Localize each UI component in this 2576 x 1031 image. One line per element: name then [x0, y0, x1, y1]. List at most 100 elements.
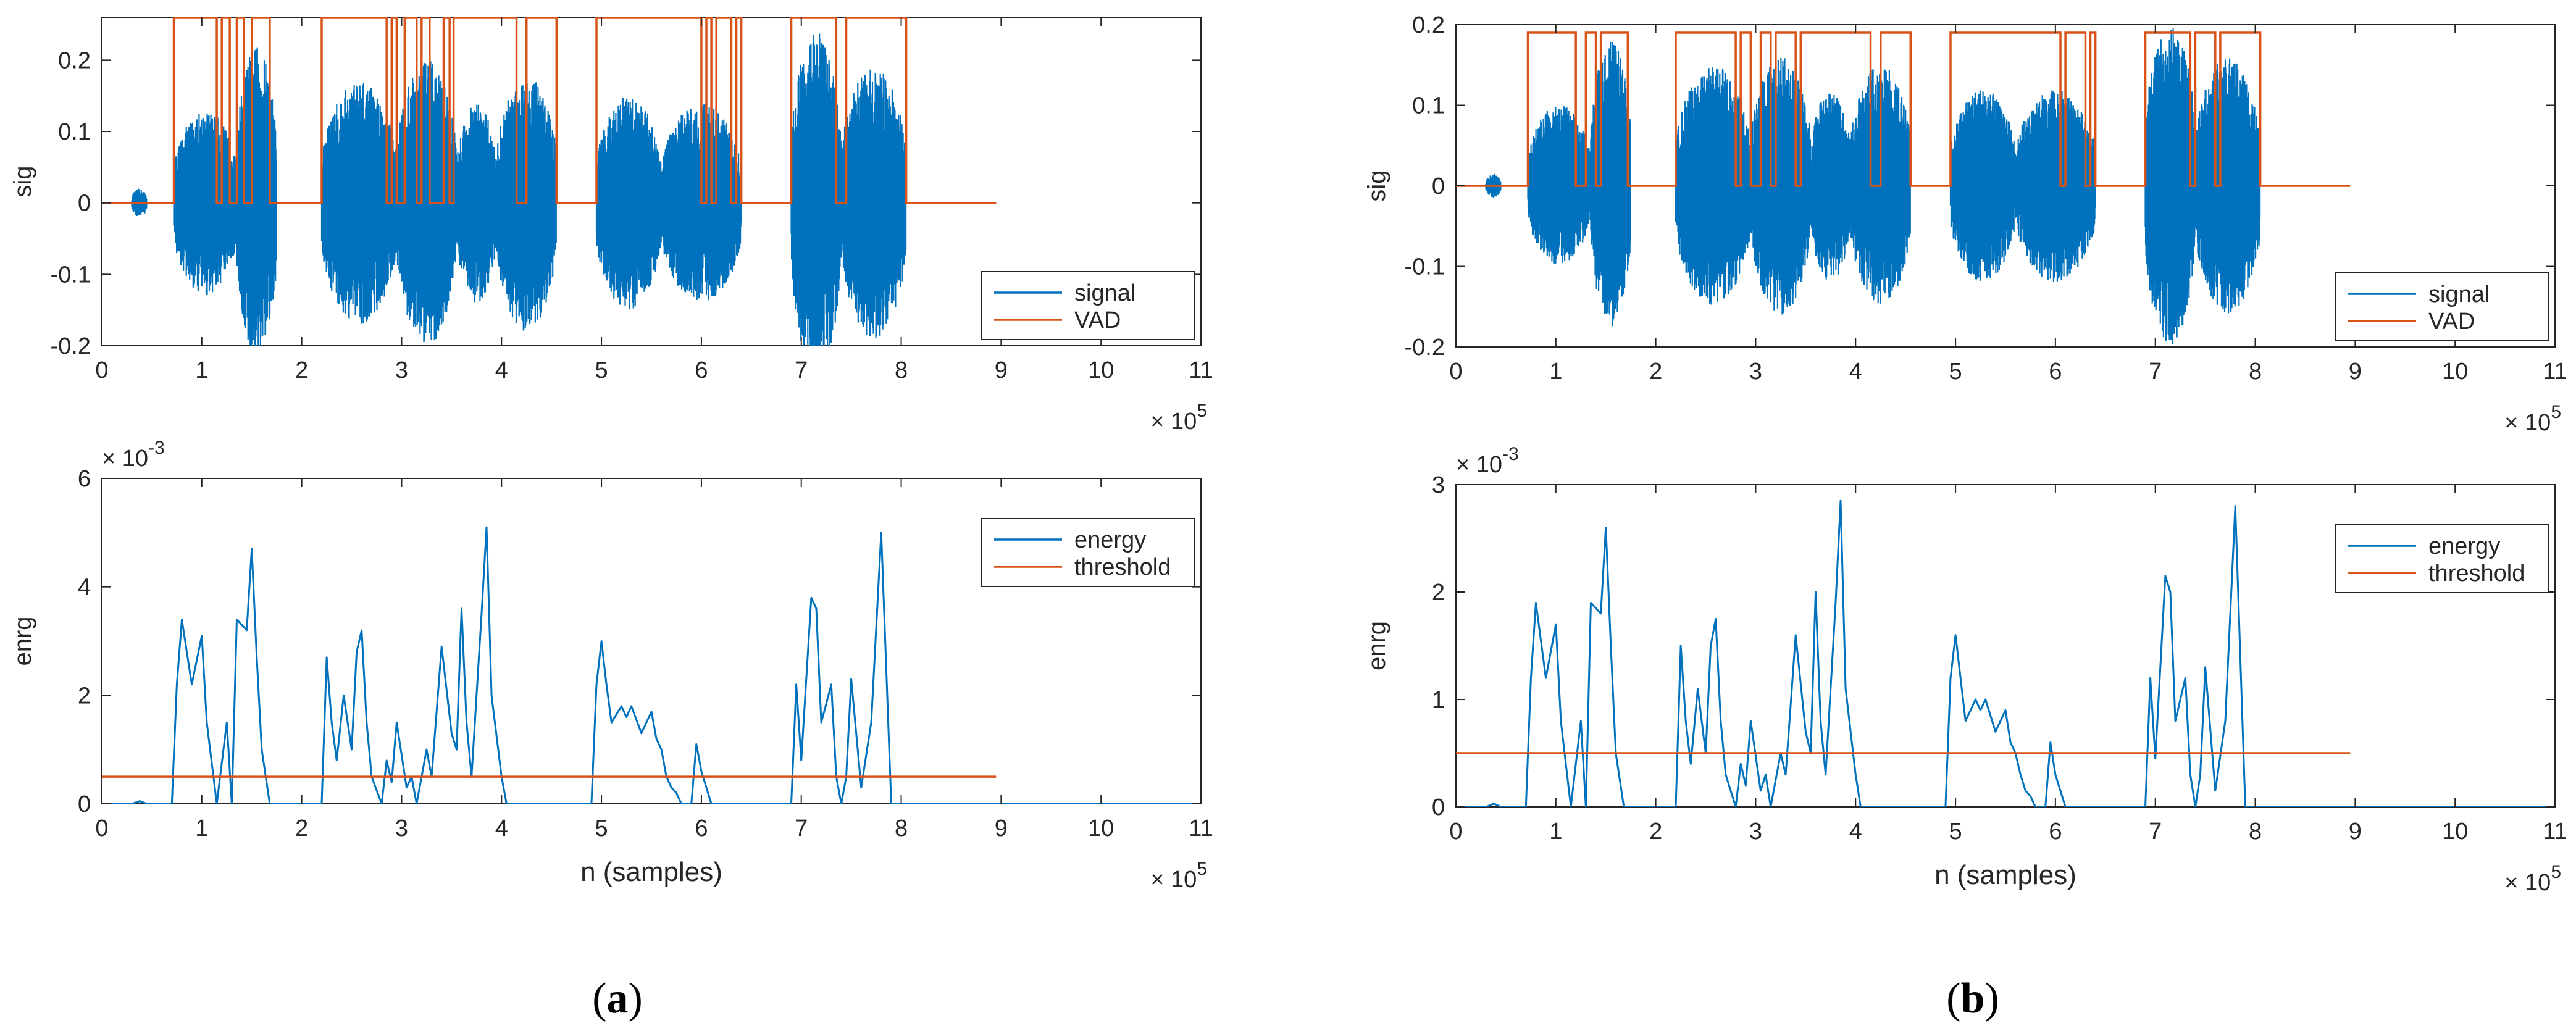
panel-label-close: ) — [629, 975, 643, 1022]
x-tick-label: 8 — [2249, 359, 2262, 385]
legend-box — [981, 518, 1195, 587]
y-tick-label: 2 — [78, 683, 91, 709]
x-tick-label: 7 — [795, 357, 808, 383]
y-exponent: × 10-3 — [1456, 444, 1519, 478]
y-tick-label: 0.1 — [58, 119, 91, 145]
legend-box — [2335, 524, 2549, 593]
panel-label: (b) — [1946, 975, 1999, 1022]
x-tick-label: 6 — [695, 357, 708, 383]
x-exponent-base: × 10 — [1150, 867, 1197, 893]
y-tick-label: 0 — [78, 791, 91, 817]
y-exponent: × 10-3 — [102, 438, 165, 472]
x-tick-label: 1 — [1549, 819, 1562, 845]
x-tick-label: 0 — [1449, 359, 1462, 385]
plot-area — [102, 17, 997, 346]
x-tick-label: 4 — [495, 816, 508, 841]
x-tick-label: 9 — [2349, 359, 2362, 385]
x-tick-label: 11 — [2543, 359, 2567, 385]
panel-label-open: ( — [592, 975, 606, 1022]
y-exponent-power: -3 — [1502, 444, 1519, 464]
vad-line — [1456, 31, 2351, 187]
energy-line — [1456, 499, 2351, 807]
plot-area — [1456, 499, 2555, 807]
x-tick-label: 9 — [995, 357, 1008, 383]
y-tick-label: -0.2 — [1405, 335, 1445, 361]
panel-label: (a) — [592, 975, 643, 1022]
legend-label: energy — [1074, 527, 1146, 553]
x-tick-label: 5 — [1949, 819, 1962, 845]
x-tick-label: 2 — [295, 816, 308, 841]
x-tick-label: 5 — [595, 357, 608, 383]
x-tick-label: 10 — [2442, 359, 2468, 385]
x-tick-label: 2 — [1649, 819, 1662, 845]
y-axis-label: sig — [9, 165, 36, 197]
x-tick-label: 8 — [2249, 819, 2262, 845]
x-tick-label: 7 — [2149, 819, 2162, 845]
x-tick-label: 9 — [2349, 819, 2362, 845]
x-tick-label: 3 — [1749, 359, 1762, 385]
y-tick-label: 1 — [1432, 687, 1445, 713]
x-axis-label: n (samples) — [580, 857, 722, 887]
vad-line — [102, 17, 997, 204]
x-exponent-base: × 10 — [2504, 410, 2551, 436]
x-tick-label: 8 — [895, 816, 908, 841]
signal-line — [102, 33, 997, 346]
x-exponent-base: × 10 — [1150, 409, 1197, 435]
signal-line — [1456, 28, 2351, 344]
x-tick-label: 10 — [1088, 357, 1114, 383]
y-tick-label: -0.1 — [51, 262, 91, 288]
y-tick-label: 0 — [1432, 173, 1445, 199]
panel-label-open: ( — [1946, 975, 1960, 1022]
x-tick-label: 9 — [995, 816, 1008, 841]
x-tick-label: 7 — [2149, 359, 2162, 385]
x-tick-label: 10 — [2442, 819, 2468, 845]
legend-label: signal — [1074, 280, 1135, 306]
x-tick-label: 3 — [1749, 819, 1762, 845]
legend-label: VAD — [2428, 309, 2475, 335]
panel-label-close: ) — [1984, 975, 1999, 1022]
y-tick-label: -0.1 — [1405, 254, 1445, 280]
legend-box — [981, 271, 1195, 340]
legend-box — [2335, 272, 2549, 341]
x-tick-label: 6 — [695, 816, 708, 841]
x-exponent: × 105 — [1150, 401, 1207, 435]
y-tick-label: 2 — [1432, 580, 1445, 606]
plot-area — [102, 526, 1201, 804]
y-axis-label: sig — [1363, 170, 1390, 201]
y-tick-label: 0.1 — [1412, 93, 1445, 119]
x-exponent-base: × 10 — [2504, 870, 2551, 896]
x-tick-label: 1 — [195, 357, 208, 383]
y-tick-label: 3 — [1432, 472, 1445, 498]
x-tick-label: 11 — [1189, 357, 1213, 383]
y-tick-label: 6 — [78, 466, 91, 492]
y-exponent-power: -3 — [148, 438, 165, 458]
y-tick-label: -0.2 — [51, 333, 91, 359]
x-tick-label: 5 — [595, 816, 608, 841]
y-tick-label: 4 — [78, 575, 91, 601]
x-tick-label: 2 — [1649, 359, 1662, 385]
x-tick-label: 7 — [795, 816, 808, 841]
x-exponent: × 105 — [2504, 862, 2561, 896]
x-tick-label: 3 — [395, 816, 408, 841]
x-exponent-power: 5 — [2551, 402, 2561, 422]
legend-label: signal — [2428, 282, 2490, 307]
y-tick-label: 0.2 — [58, 48, 91, 73]
x-tick-label: 5 — [1949, 359, 1962, 385]
x-tick-label: 0 — [95, 357, 108, 383]
x-tick-label: 6 — [2049, 819, 2062, 845]
legend-label: VAD — [1074, 307, 1121, 333]
energy-line — [102, 526, 997, 804]
x-tick-label: 6 — [2049, 359, 2062, 385]
x-tick-label: 0 — [95, 816, 108, 841]
panel-label-letter: b — [1961, 975, 1985, 1022]
y-axis-label: enrg — [9, 616, 36, 666]
legend-label: energy — [2428, 533, 2500, 559]
y-tick-label: 0 — [1432, 795, 1445, 820]
x-tick-label: 1 — [1549, 359, 1562, 385]
